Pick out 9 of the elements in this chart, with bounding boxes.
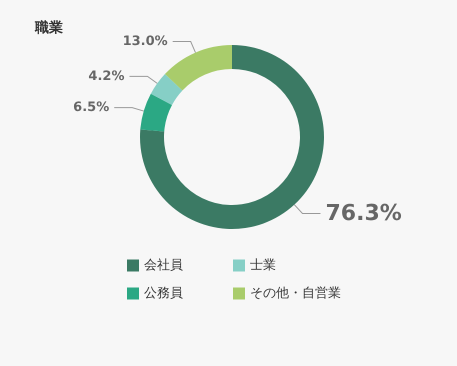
- legend-label: その他・自営業: [250, 286, 341, 301]
- chart-title: 職業: [34, 19, 63, 36]
- data-label: 13.0%: [122, 34, 168, 50]
- data-label: 6.5%: [73, 100, 110, 116]
- legend-label: 士業: [250, 258, 276, 273]
- data-label: 76.3%: [325, 200, 402, 226]
- legend-label: 会社員: [144, 258, 183, 273]
- data-label: 4.2%: [88, 68, 124, 84]
- legend-label: 公務員: [144, 286, 183, 301]
